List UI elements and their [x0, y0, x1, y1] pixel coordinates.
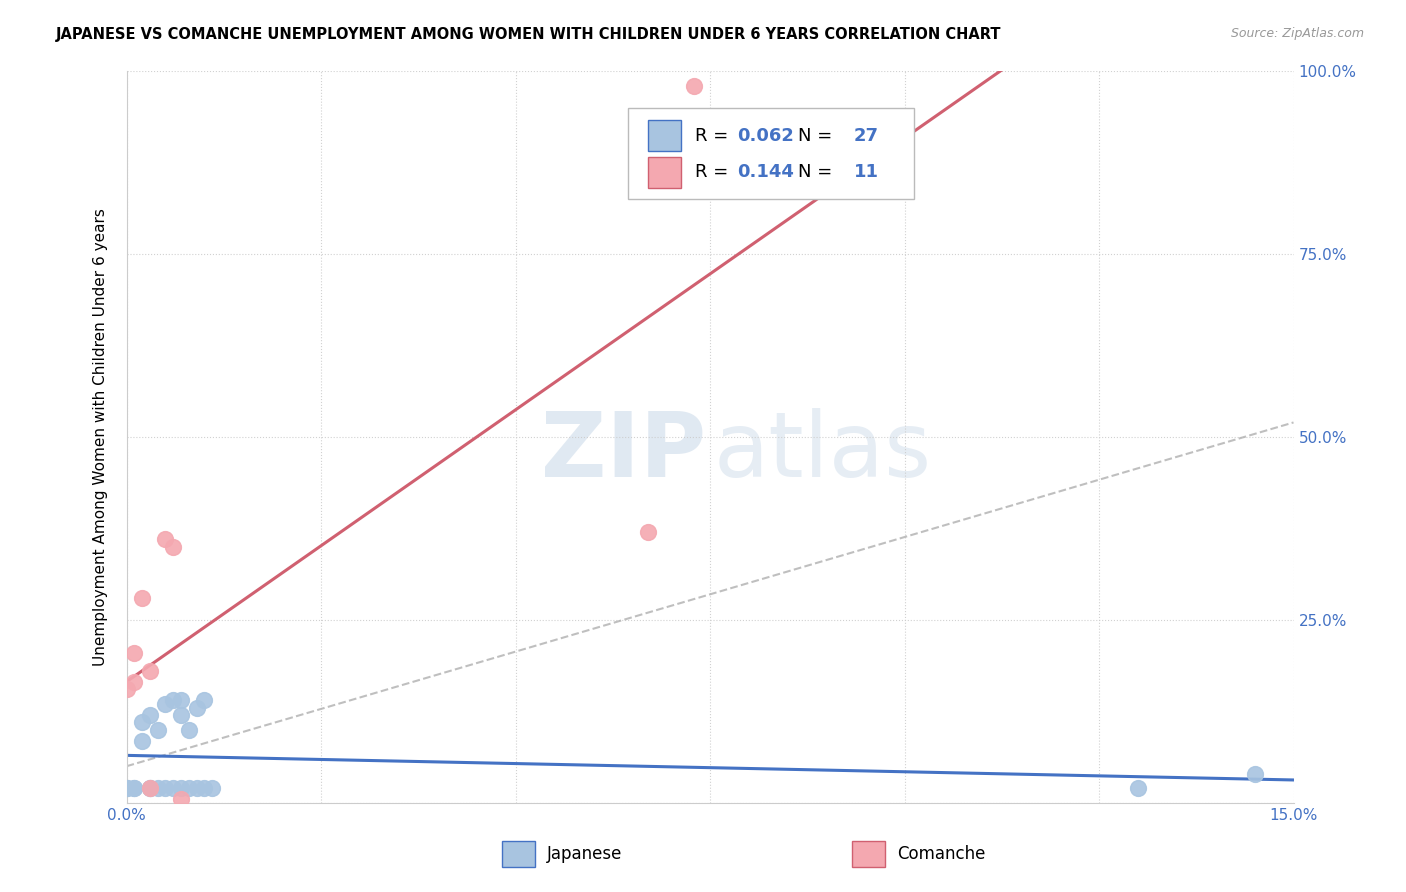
Point — [1126, 781, 1149, 796]
FancyBboxPatch shape — [852, 841, 886, 867]
FancyBboxPatch shape — [628, 108, 914, 200]
Point — [139, 781, 162, 796]
Point — [162, 781, 184, 796]
Text: 11: 11 — [853, 163, 879, 181]
Text: 27: 27 — [853, 127, 879, 145]
Point — [139, 664, 162, 678]
Point — [131, 715, 153, 730]
Point — [115, 781, 138, 796]
Text: R =: R = — [695, 163, 734, 181]
Text: R =: R = — [695, 127, 734, 145]
FancyBboxPatch shape — [648, 157, 681, 187]
Text: 0.062: 0.062 — [737, 127, 794, 145]
Text: N =: N = — [797, 163, 838, 181]
Y-axis label: Unemployment Among Women with Children Under 6 years: Unemployment Among Women with Children U… — [93, 208, 108, 666]
Point — [155, 697, 177, 711]
Point — [115, 781, 138, 796]
Point — [170, 792, 193, 806]
Point — [146, 723, 169, 737]
Point — [155, 533, 177, 547]
Point — [162, 540, 184, 554]
Point — [115, 682, 138, 697]
Point — [683, 78, 706, 93]
Text: ZIP: ZIP — [541, 408, 707, 496]
Point — [186, 700, 208, 714]
Text: JAPANESE VS COMANCHE UNEMPLOYMENT AMONG WOMEN WITH CHILDREN UNDER 6 YEARS CORREL: JAPANESE VS COMANCHE UNEMPLOYMENT AMONG … — [56, 27, 1001, 42]
Text: N =: N = — [797, 127, 838, 145]
Point — [131, 733, 153, 747]
Point — [155, 781, 177, 796]
Point — [124, 675, 146, 690]
Point — [139, 781, 162, 796]
Point — [201, 781, 224, 796]
FancyBboxPatch shape — [502, 841, 534, 867]
Point — [124, 781, 146, 796]
Text: Source: ZipAtlas.com: Source: ZipAtlas.com — [1230, 27, 1364, 40]
Text: atlas: atlas — [713, 408, 932, 496]
Point — [170, 693, 193, 707]
Point — [193, 693, 215, 707]
Point — [186, 781, 208, 796]
Point — [139, 708, 162, 723]
Point — [193, 781, 215, 796]
Text: Comanche: Comanche — [897, 845, 986, 863]
Point — [637, 525, 659, 540]
Text: 0.144: 0.144 — [737, 163, 794, 181]
Point — [1243, 766, 1265, 780]
Point — [131, 591, 153, 605]
Text: Japanese: Japanese — [547, 845, 621, 863]
Point — [139, 781, 162, 796]
Point — [162, 693, 184, 707]
Point — [124, 781, 146, 796]
Point — [170, 708, 193, 723]
Point — [170, 781, 193, 796]
Point — [146, 781, 169, 796]
Point — [124, 646, 146, 660]
FancyBboxPatch shape — [648, 120, 681, 151]
Point — [177, 781, 200, 796]
Point — [177, 723, 200, 737]
